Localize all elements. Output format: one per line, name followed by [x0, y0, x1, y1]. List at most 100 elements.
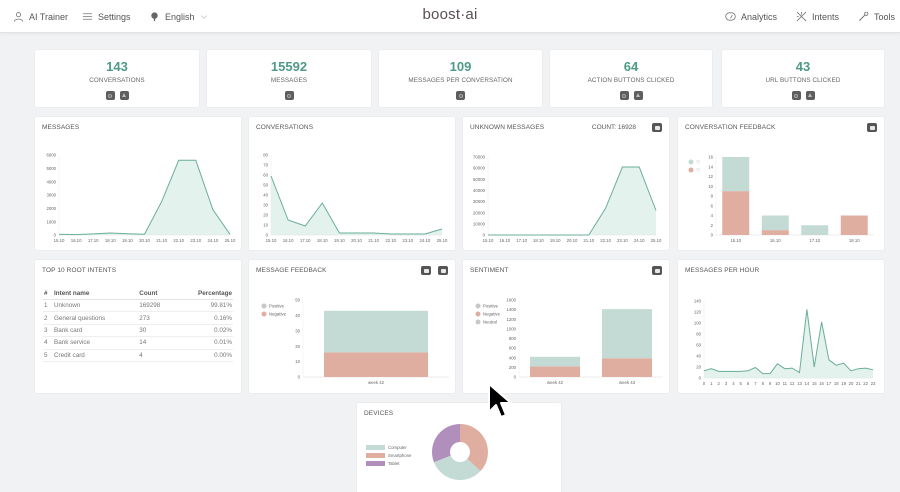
svg-text:1000: 1000	[506, 326, 516, 331]
conversations-line-chart: 0 10 20 30 40 50 60 70 80 15.10 16.10 17.10 18.10 19.…	[263, 153, 448, 243]
download-icon[interactable]	[119, 91, 129, 100]
svg-text:21.10: 21.10	[156, 238, 167, 243]
top-intents-table: # Intent name Count Percentage 1 Unknown 1…	[43, 288, 233, 362]
svg-text:25.10: 25.10	[651, 238, 662, 243]
col-percentage[interactable]: Percentage	[175, 288, 233, 300]
download-icon[interactable]	[805, 91, 815, 100]
svg-text:week 42: week 42	[368, 380, 385, 385]
table-row[interactable]: 4 Bank service 14 0.01%	[43, 336, 233, 350]
svg-text:23.10: 23.10	[190, 238, 201, 243]
devices-donut-chart: Computer Smartphone Tablet	[366, 424, 488, 480]
table-header-row: # Intent name Count Percentage	[43, 288, 233, 300]
download-icon[interactable]	[633, 91, 643, 100]
svg-text:50000: 50000	[473, 177, 486, 182]
svg-text:0: 0	[298, 375, 301, 380]
svg-text:30: 30	[263, 203, 268, 208]
intent-name-cell: General questions	[53, 311, 139, 325]
svg-text:17.10: 17.10	[88, 238, 99, 243]
svg-text:0: 0	[54, 233, 57, 238]
language-selector[interactable]: English	[149, 0, 208, 33]
svg-text:20.10: 20.10	[351, 238, 362, 243]
kpi-messages: 15592 MESSAGES	[207, 50, 371, 107]
svg-text:4000: 4000	[46, 179, 56, 184]
svg-text:21.10: 21.10	[368, 238, 379, 243]
intent-name-cell: Bank service	[53, 336, 139, 350]
svg-text:22.10: 22.10	[173, 238, 184, 243]
svg-text:6: 6	[747, 381, 750, 386]
nav-ai-trainer-label: AI Trainer	[29, 11, 69, 22]
info-icon[interactable]	[791, 91, 801, 100]
nav-tools-label: Tools	[874, 11, 896, 22]
panel-devices: DEVICES Computer Smartphone Tablet	[357, 403, 561, 492]
svg-text:22.10: 22.10	[600, 238, 611, 243]
svg-text:0: 0	[266, 233, 269, 238]
svg-text:Smartphone: Smartphone	[388, 453, 412, 458]
col-rank[interactable]: #	[43, 288, 53, 300]
svg-text:10: 10	[263, 223, 268, 228]
panel-title: MESSAGES PER HOUR	[685, 267, 760, 274]
info-icon[interactable]	[456, 91, 465, 100]
svg-text:Computer: Computer	[388, 445, 407, 450]
col-intent-name[interactable]: Intent name	[53, 288, 139, 300]
svg-text:8: 8	[711, 194, 714, 199]
percentage-cell: 99.81%	[175, 299, 233, 313]
panel-messages-per-hour: MESSAGES PER HOUR 0 20 40 60 80 100 120 140 0 1 2 3…	[678, 260, 884, 393]
svg-text:20.10: 20.10	[567, 238, 578, 243]
svg-text:19.10: 19.10	[550, 238, 561, 243]
info-icon[interactable]	[105, 91, 115, 100]
nav-ai-trainer[interactable]: AI Trainer	[13, 0, 68, 33]
svg-text:18.10: 18.10	[105, 238, 116, 243]
panel-message-feedback: MESSAGE FEEDBACK 0 10 20 30 40 50 week 42 Posit…	[249, 260, 455, 393]
svg-text:Positive: Positive	[269, 304, 285, 309]
svg-text:600: 600	[509, 346, 517, 351]
rank-cell: 2	[43, 311, 53, 325]
kpi-value: 43	[795, 59, 811, 74]
nav-intents[interactable]: Intents	[796, 0, 839, 33]
panel-conversation-feedback: CONVERSATION FEEDBACK 0 2 4 6 8 10 12 14 16 15.10…	[678, 117, 884, 250]
svg-text:6: 6	[711, 203, 714, 208]
conversation-feedback-bar-chart: 0 2 4 6 8 10 12 14 16 15.10 16.10 17.10 18.10 ♡ ♡	[688, 155, 874, 243]
svg-text:40000: 40000	[473, 188, 486, 193]
nav-tools[interactable]: Tools	[858, 0, 895, 33]
export-icon[interactable]	[652, 266, 662, 275]
count-cell: 273	[138, 311, 176, 325]
svg-text:60000: 60000	[473, 166, 486, 171]
table-row[interactable]: 3 Bank card 30 0.02%	[43, 324, 233, 338]
info-icon[interactable]	[619, 91, 629, 100]
svg-text:23.10: 23.10	[617, 238, 628, 243]
export-icon[interactable]	[438, 266, 448, 275]
table-view-icon[interactable]	[421, 266, 431, 275]
svg-text:♡: ♡	[696, 160, 701, 166]
svg-text:5000: 5000	[46, 166, 56, 171]
kpi-action-buttons: 64 ACTION BUTTONS CLICKED	[550, 50, 712, 107]
table-row[interactable]: 5 Credit card 4 0.00%	[43, 349, 233, 362]
top-nav-bar: AI Trainer Settings English boost·ai Ana…	[0, 0, 900, 33]
svg-text:15.10: 15.10	[54, 238, 65, 243]
panel-title: SENTIMENT	[470, 267, 509, 274]
table-row[interactable]: 1 Unknown 169298 99.81%	[43, 299, 233, 313]
count-cell: 14	[138, 336, 176, 350]
svg-text:20000: 20000	[473, 210, 486, 215]
svg-text:1600: 1600	[506, 298, 516, 303]
svg-text:24.10: 24.10	[208, 238, 219, 243]
svg-text:0: 0	[699, 376, 702, 381]
count-cell: 30	[138, 324, 176, 338]
nav-settings[interactable]: Settings	[82, 0, 131, 33]
export-icon[interactable]	[867, 123, 877, 132]
table-row[interactable]: 2 General questions 273 0.16%	[43, 311, 233, 325]
kpi-label: URL BUTTONS CLICKED	[765, 77, 841, 84]
percentage-cell: 0.16%	[175, 311, 233, 325]
info-icon[interactable]	[284, 91, 294, 100]
svg-text:60: 60	[696, 343, 701, 348]
col-count[interactable]: Count	[138, 288, 176, 300]
nav-settings-label: Settings	[98, 11, 131, 22]
svg-text:5: 5	[740, 381, 743, 386]
kpi-label: MESSAGES PER CONVERSATION	[408, 77, 513, 84]
svg-text:7: 7	[754, 381, 757, 386]
svg-text:16.10: 16.10	[71, 238, 82, 243]
nav-analytics[interactable]: Analytics	[725, 0, 777, 33]
svg-text:3000: 3000	[46, 193, 56, 198]
svg-text:20.10: 20.10	[139, 238, 150, 243]
svg-text:22: 22	[863, 381, 868, 386]
export-icon[interactable]	[652, 123, 662, 132]
